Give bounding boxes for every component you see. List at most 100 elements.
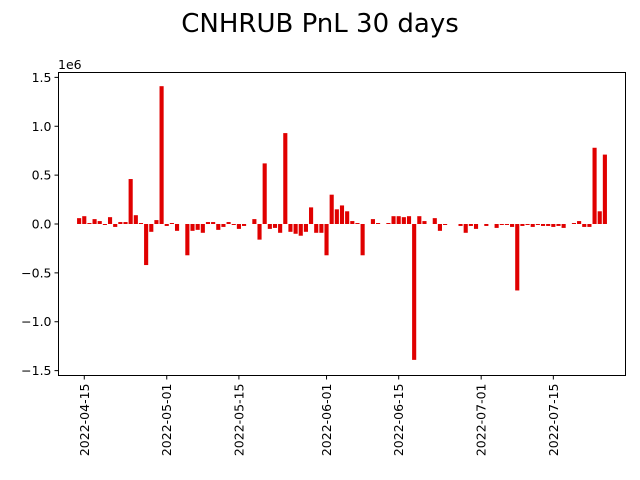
y-tick-label: 0.5	[32, 168, 52, 183]
bar-2022-05-14	[231, 224, 236, 225]
bar-2022-06-27	[458, 224, 463, 226]
bar-2022-06-30	[473, 224, 479, 229]
bar-2022-06-20	[422, 221, 427, 224]
bar-2022-07-13	[540, 224, 546, 226]
x-tick-label: 2022-04-15	[77, 384, 92, 457]
bar-2022-05-29	[309, 207, 314, 224]
bar-2022-05-25	[288, 224, 293, 232]
bar-2022-06-11	[376, 223, 381, 224]
bar-2022-04-27	[144, 224, 149, 266]
y-tick-label: 0.0	[32, 217, 52, 232]
bar-2022-06-18	[412, 224, 417, 360]
bar-2022-05-16	[242, 224, 247, 226]
bar-2022-05-24	[283, 133, 288, 224]
bar-2022-05-30	[314, 224, 319, 233]
y-tick-label: −1.0	[21, 314, 51, 329]
bar-2022-07-17	[561, 224, 566, 228]
bar-2022-04-17	[92, 219, 97, 224]
plot-frame	[58, 72, 626, 376]
bar-2022-06-15	[396, 216, 401, 224]
bar-2022-05-12	[221, 224, 226, 227]
bar-2022-04-26	[138, 223, 144, 224]
y-tick-label: 1.0	[32, 119, 52, 134]
bar-2022-04-22	[118, 222, 123, 224]
bar-2022-07-15	[551, 224, 556, 227]
bar-2022-06-14	[391, 216, 396, 224]
bar-2022-04-16	[87, 223, 92, 224]
bar-2022-05-10	[211, 222, 216, 224]
bar-2022-07-19	[571, 223, 577, 224]
bar-2022-07-04	[494, 224, 499, 228]
bar-2022-07-23	[592, 147, 597, 224]
bar-2022-04-28	[149, 224, 154, 232]
bar-2022-07-11	[530, 224, 535, 227]
bar-2022-05-05	[185, 224, 190, 256]
bar-2022-06-17	[406, 216, 412, 224]
bar-2022-07-16	[556, 224, 561, 226]
bar-2022-07-22	[587, 224, 592, 227]
x-tick-label: 2022-05-15	[231, 384, 246, 457]
x-tick-label: 2022-06-01	[319, 384, 334, 457]
bar-2022-07-21	[582, 224, 587, 227]
x-tick-label: 2022-07-01	[474, 384, 489, 457]
bar-2022-04-21	[113, 224, 118, 227]
bar-2022-06-01	[324, 224, 329, 256]
bar-2022-05-28	[303, 224, 308, 232]
bar-2022-04-18	[97, 221, 102, 224]
bar-2022-05-26	[293, 224, 298, 234]
bar-2022-05-23	[278, 224, 283, 233]
bar-2022-05-08	[200, 224, 205, 233]
bar-2022-05-31	[319, 224, 324, 233]
bar-2022-04-25	[133, 215, 138, 224]
bar-2022-07-25	[602, 154, 607, 224]
bar-2022-04-30	[159, 86, 164, 225]
chart-title: CNHRUB PnL 30 days	[181, 9, 459, 39]
bar-2022-07-14	[546, 224, 551, 226]
bar-2022-05-01	[164, 224, 169, 226]
bar-2022-06-13	[386, 223, 391, 224]
bar-2022-07-08	[515, 224, 520, 291]
bar-2022-04-15	[82, 216, 87, 224]
bar-2022-07-12	[535, 224, 540, 225]
bar-2022-05-02	[169, 223, 174, 224]
bar-2022-05-15	[236, 224, 241, 229]
bar-2022-06-07	[355, 223, 360, 224]
bar-2022-05-18	[252, 219, 257, 224]
bar-2022-06-10	[370, 219, 375, 224]
bar-2022-06-22	[432, 218, 437, 224]
bar-2022-06-04	[339, 205, 345, 224]
bar-2022-06-16	[401, 217, 406, 224]
bar-2022-06-28	[463, 224, 468, 233]
bar-2022-06-03	[334, 209, 339, 224]
bar-2022-04-19	[102, 224, 107, 225]
bar-2022-04-24	[128, 179, 133, 224]
bar-2022-05-22	[272, 224, 278, 228]
bar-2022-06-06	[350, 221, 355, 224]
bar-2022-07-06	[504, 224, 509, 225]
bar-2022-05-07	[195, 224, 200, 230]
bar-2022-07-20	[577, 221, 582, 224]
bar-2022-07-05	[499, 224, 504, 225]
bar-2022-06-08	[360, 224, 365, 256]
bar-2022-04-23	[123, 222, 128, 224]
x-axis-ticks: 2022-04-15 2022-05-01 2022-05-15 2022-06-01…	[77, 375, 561, 457]
bar-2022-06-23	[437, 224, 442, 231]
bar-2022-07-02	[484, 224, 489, 226]
bar-2022-04-14	[77, 218, 82, 224]
bar-2022-06-24	[443, 224, 448, 225]
y-axis-offset-label: 1e6	[58, 57, 82, 72]
bar-2022-07-24	[597, 211, 602, 224]
x-tick-label: 2022-07-15	[546, 384, 561, 457]
y-tick-label: −1.5	[21, 363, 51, 378]
bars-group	[77, 86, 607, 360]
y-axis-ticks: −1.5 −1.0 −0.5 0.0 0.5 1.0 1.5	[21, 70, 59, 378]
bar-2022-05-03	[174, 224, 180, 231]
bar-2022-07-09	[520, 224, 525, 226]
bar-2022-05-09	[205, 222, 211, 224]
x-tick-label: 2022-05-01	[159, 384, 174, 457]
bar-2022-07-07	[510, 224, 515, 227]
bar-2022-06-02	[329, 194, 334, 224]
bar-2022-06-29	[468, 224, 473, 226]
bar-2022-06-05	[345, 211, 350, 224]
